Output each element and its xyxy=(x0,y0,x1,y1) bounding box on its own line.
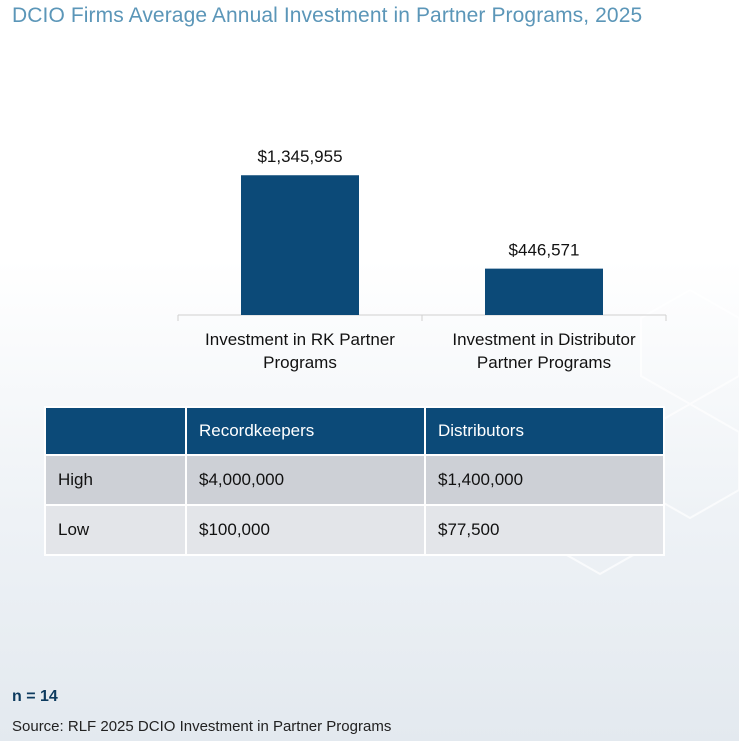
table-header-recordkeepers: Recordkeepers xyxy=(185,406,426,456)
source-note: Source: RLF 2025 DCIO Investment in Part… xyxy=(12,718,392,735)
table-cell: $100,000 xyxy=(185,504,426,556)
table-cell: $4,000,000 xyxy=(185,454,426,506)
category-label: Investment in Distributor xyxy=(452,330,636,349)
category-label: Partner Programs xyxy=(477,353,611,372)
bar-value-label: $1,345,955 xyxy=(257,147,342,166)
table-header-blank xyxy=(44,406,187,456)
table-header-distributors: Distributors xyxy=(424,406,665,456)
bar xyxy=(241,175,359,315)
table-cell: Low xyxy=(44,504,187,556)
table-cell: $77,500 xyxy=(424,504,665,556)
bar-value-label: $446,571 xyxy=(509,241,580,260)
table-cell: High xyxy=(44,454,187,506)
category-label: Investment in RK Partner xyxy=(205,330,395,349)
bar-chart: $1,345,955 Investment in RK Partner Progra… xyxy=(177,147,667,372)
table-cell: $1,400,000 xyxy=(424,454,665,506)
category-label: Programs xyxy=(263,353,337,372)
chart-title: DCIO Firms Average Annual Investment in … xyxy=(12,4,643,27)
sample-size-label: n = 14 xyxy=(12,688,58,705)
table-row-low: Low $100,000 $77,500 xyxy=(44,504,665,556)
investment-range-table: Recordkeepers Distributors High $4,000,0… xyxy=(44,406,665,556)
bar xyxy=(485,268,603,315)
table-row-high: High $4,000,000 $1,400,000 xyxy=(44,454,665,506)
table-header-row: Recordkeepers Distributors xyxy=(44,406,665,456)
